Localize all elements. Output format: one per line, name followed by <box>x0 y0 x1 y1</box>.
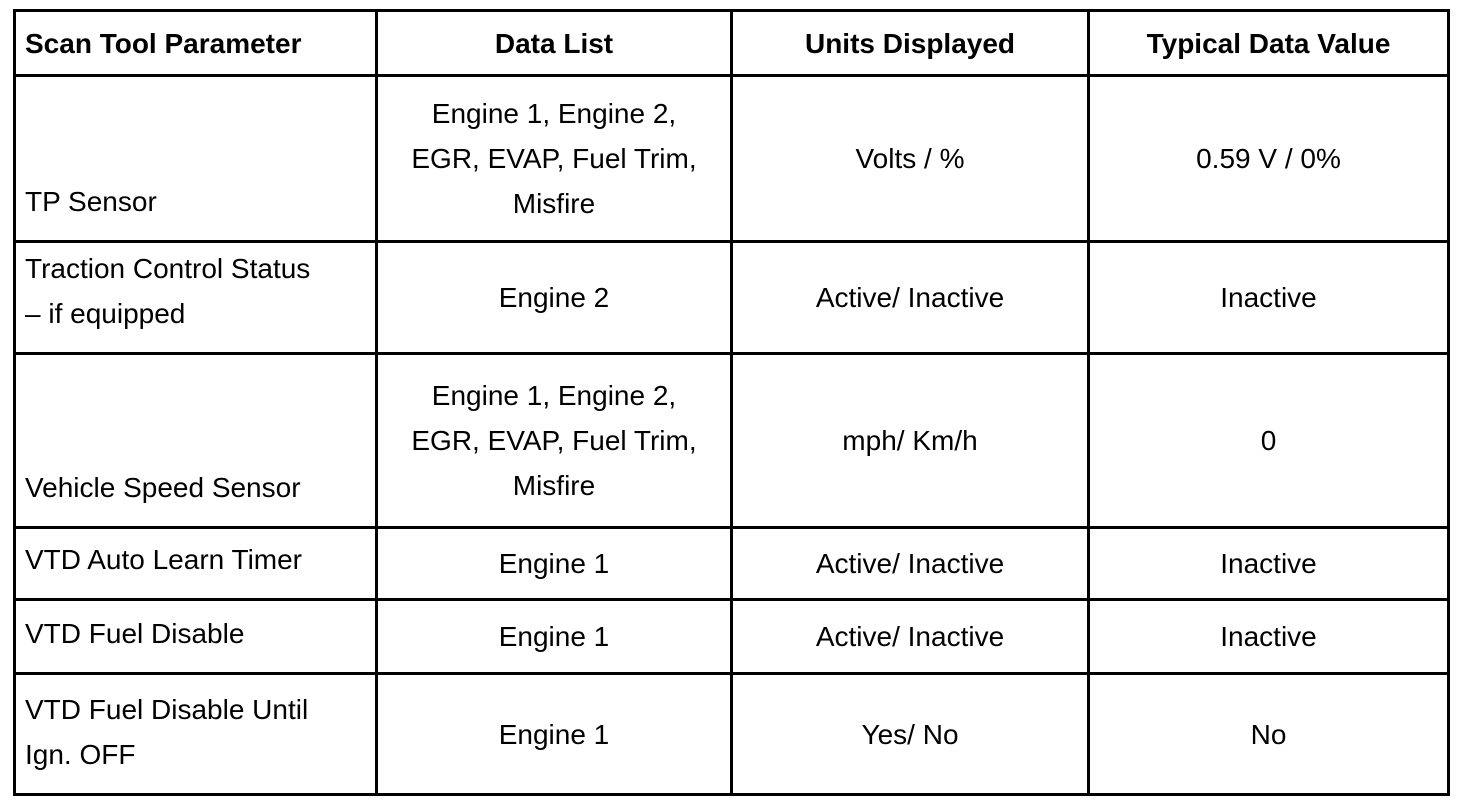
column-header-scan-tool-parameter: Scan Tool Parameter <box>13 9 378 77</box>
table-row: Vehicle Speed Sensor Engine 1, Engine 2,… <box>13 352 1450 529</box>
table-row: VTD Fuel Disable Engine 1 Active/ Inacti… <box>13 598 1450 675</box>
data-list-line: Engine 1 <box>498 718 610 750</box>
header-row: Scan Tool Parameter Data List Units Disp… <box>13 9 1450 77</box>
data-list-line: Engine 1 <box>498 548 610 579</box>
cell-units-displayed: Active/ Inactive <box>730 240 1090 355</box>
data-list-line: EGR, EVAP, Fuel Trim, <box>411 425 697 456</box>
parameter-text: – if equipped <box>25 298 186 329</box>
cell-typical-data-value: Inactive <box>1087 240 1450 355</box>
cell-typical-data-value: 0 <box>1087 352 1450 529</box>
cell-units-displayed: Active/ Inactive <box>730 598 1090 675</box>
data-list-line: Engine 1, Engine 2, <box>431 98 677 129</box>
scan-tool-data-table: Scan Tool Parameter Data List Units Disp… <box>13 9 1450 796</box>
parameter-text: TP Sensor <box>25 186 157 217</box>
cell-scan-tool-parameter: VTD Fuel Disable <box>13 598 378 675</box>
parameter-text: Vehicle Speed Sensor <box>25 472 301 503</box>
cell-data-list: Engine 1 <box>375 526 733 601</box>
cell-data-list: Engine 1, Engine 2, EGR, EVAP, Fuel Trim… <box>375 352 733 529</box>
parameter-text: Ign. OFF <box>25 739 136 770</box>
cell-scan-tool-parameter: Traction Control Status – if equipped <box>13 240 378 355</box>
cell-scan-tool-parameter: VTD Auto Learn Timer <box>13 526 378 601</box>
data-list-line: Engine 2 <box>498 282 610 313</box>
data-list-line: Engine 1, Engine 2, <box>431 380 677 411</box>
table-row: TP Sensor Engine 1, Engine 2, EGR, EVAP,… <box>13 74 1450 243</box>
data-list-line: Misfire <box>512 188 596 219</box>
data-list-line: Engine 1 <box>498 621 610 652</box>
table-row: VTD Auto Learn Timer Engine 1 Active/ In… <box>13 526 1450 601</box>
cell-data-list: Engine 1, Engine 2, EGR, EVAP, Fuel Trim… <box>375 74 733 243</box>
cell-units-displayed: Volts / % <box>730 74 1090 243</box>
cell-scan-tool-parameter: TP Sensor <box>13 74 378 243</box>
column-header-data-list: Data List <box>375 9 733 77</box>
cell-units-displayed: mph/ Km/h <box>730 352 1090 529</box>
cell-typical-data-value: No <box>1087 672 1450 796</box>
table-row: VTD Fuel Disable Until Ign. OFF Engine 1… <box>13 672 1450 796</box>
cell-units-displayed: Yes/ No <box>730 672 1090 796</box>
parameter-text: VTD Fuel Disable <box>25 618 245 649</box>
column-header-typical-data-value: Typical Data Value <box>1087 9 1450 77</box>
column-header-units-displayed: Units Displayed <box>730 9 1090 77</box>
cell-scan-tool-parameter: Vehicle Speed Sensor <box>13 352 378 529</box>
parameter-text: VTD Auto Learn Timer <box>25 544 303 575</box>
cell-units-displayed: Active/ Inactive <box>730 526 1090 601</box>
table-row: Traction Control Status – if equipped En… <box>13 240 1450 355</box>
cell-data-list: Engine 2 <box>375 240 733 355</box>
cell-data-list: Engine 1 <box>375 598 733 675</box>
cell-typical-data-value: Inactive <box>1087 598 1450 675</box>
data-list-line: Misfire <box>512 470 596 501</box>
data-list-line: EGR, EVAP, Fuel Trim, <box>411 143 697 174</box>
cell-typical-data-value: Inactive <box>1087 526 1450 601</box>
cell-typical-data-value: 0.59 V / 0% <box>1087 74 1450 243</box>
cell-scan-tool-parameter: VTD Fuel Disable Until Ign. OFF <box>13 672 378 796</box>
cell-data-list: Engine 1 <box>375 672 733 796</box>
parameter-text: VTD Fuel Disable Until <box>25 694 309 725</box>
parameter-text: Traction Control Status <box>25 253 311 284</box>
